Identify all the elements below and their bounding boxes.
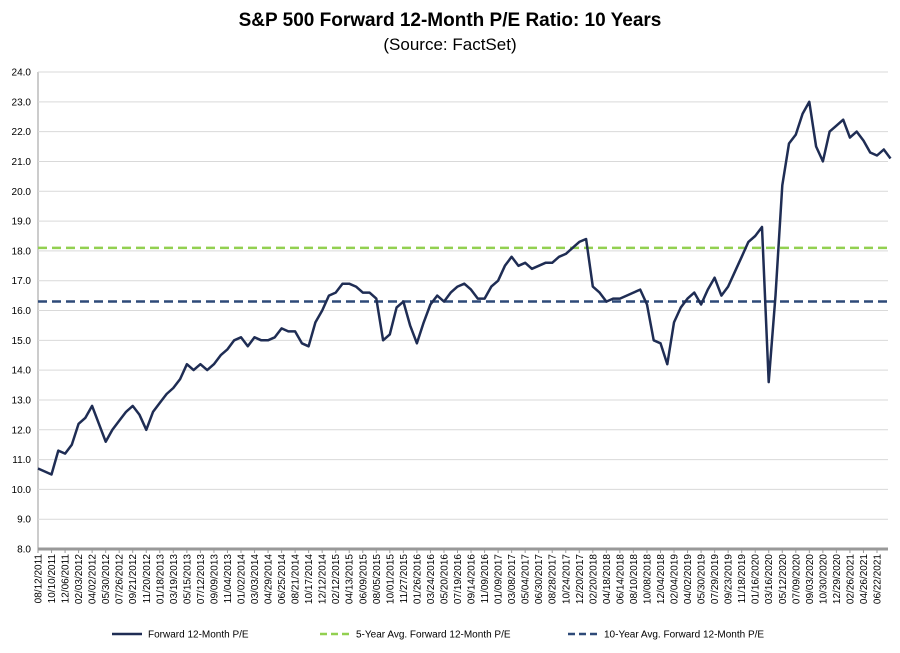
legend-label: 10-Year Avg. Forward 12-Month P/E (604, 630, 764, 641)
x-tick-label: 01/26/2016 (412, 554, 423, 604)
x-tick-label: 11/09/2016 (480, 554, 491, 604)
x-tick-label: 06/09/2015 (358, 554, 369, 604)
x-tick-label: 05/30/2019 (697, 554, 708, 604)
x-tick-label: 06/22/2021 (873, 554, 884, 604)
x-tick-label: 10/30/2020 (818, 554, 829, 604)
x-tick-label: 06/30/2017 (534, 554, 545, 604)
x-tick-label: 10/01/2015 (385, 554, 396, 604)
x-tick-label: 08/12/2011 (34, 554, 45, 604)
x-tick-label: 01/09/2017 (494, 554, 505, 604)
y-tick-label: 13.0 (12, 395, 32, 406)
y-tick-label: 9.0 (17, 515, 31, 526)
x-tick-label: 12/12/2014 (318, 554, 329, 604)
x-tick-label: 05/20/2016 (439, 554, 450, 604)
x-tick-label: 11/20/2012 (142, 554, 153, 604)
x-tick-label: 05/30/2012 (101, 554, 112, 604)
x-tick-label: 08/05/2015 (372, 554, 383, 604)
x-tick-label: 05/04/2017 (521, 554, 532, 604)
x-tick-label: 04/18/2018 (602, 554, 613, 604)
x-tick-label: 07/19/2016 (453, 554, 464, 604)
y-tick-label: 24.0 (12, 68, 32, 79)
x-tick-label: 09/21/2012 (128, 554, 139, 604)
x-tick-label: 04/02/2019 (683, 554, 694, 604)
y-tick-label: 11.0 (12, 455, 31, 466)
x-tick-label: 12/04/2018 (656, 554, 667, 604)
x-tick-label: 12/20/2017 (575, 554, 586, 604)
x-tick-label: 08/28/2017 (548, 554, 559, 604)
y-tick-label: 16.0 (12, 306, 32, 317)
x-tick-label: 05/12/2020 (778, 554, 789, 604)
x-tick-label: 02/12/2015 (331, 554, 342, 604)
x-tick-label: 07/29/2019 (710, 554, 721, 604)
x-tick-label: 03/19/2013 (169, 554, 180, 604)
x-tick-label: 10/10/2011 (47, 554, 58, 604)
legend-label: Forward 12-Month P/E (148, 630, 249, 641)
y-tick-label: 23.0 (12, 97, 32, 108)
x-tick-label: 03/24/2016 (426, 554, 437, 604)
x-tick-label: 07/12/2013 (196, 554, 207, 604)
x-tick-label: 01/18/2013 (155, 554, 166, 604)
x-tick-label: 10/24/2017 (561, 554, 572, 604)
x-tick-label: 10/08/2018 (642, 554, 653, 604)
x-tick-label: 05/15/2013 (182, 554, 193, 604)
x-tick-label: 11/27/2015 (399, 554, 410, 604)
x-tick-label: 09/14/2016 (467, 554, 478, 604)
legend-label: 5-Year Avg. Forward 12-Month P/E (356, 630, 511, 641)
y-tick-label: 19.0 (12, 217, 32, 228)
x-tick-label: 04/02/2012 (88, 554, 99, 604)
x-tick-label: 03/08/2017 (507, 554, 518, 604)
x-tick-label: 07/26/2012 (115, 554, 126, 604)
y-tick-label: 14.0 (12, 366, 32, 377)
x-tick-label: 09/03/2020 (805, 554, 816, 604)
x-tick-label: 08/21/2014 (291, 554, 302, 604)
y-tick-label: 10.0 (12, 485, 32, 496)
y-tick-label: 15.0 (12, 336, 32, 347)
y-tick-label: 12.0 (12, 425, 32, 436)
x-tick-label: 02/26/2021 (845, 554, 856, 604)
x-tick-label: 06/14/2018 (615, 554, 626, 604)
x-tick-label: 09/09/2013 (209, 554, 220, 604)
x-tick-label: 03/03/2014 (250, 554, 261, 604)
x-tick-label: 07/09/2020 (791, 554, 802, 604)
y-tick-label: 22.0 (12, 127, 32, 138)
y-tick-label: 21.0 (12, 157, 32, 168)
y-tick-label: 18.0 (12, 246, 32, 257)
y-tick-label: 17.0 (12, 276, 32, 287)
y-tick-label: 20.0 (12, 187, 32, 198)
x-tick-label: 01/16/2020 (751, 554, 762, 604)
x-tick-label: 02/04/2019 (670, 554, 681, 604)
x-tick-label: 02/20/2018 (588, 554, 599, 604)
x-tick-label: 12/29/2020 (832, 554, 843, 604)
data-line (37, 100, 892, 476)
x-tick-label: 06/25/2014 (277, 554, 288, 604)
x-tick-label: 02/03/2012 (74, 554, 85, 604)
x-tick-label: 04/26/2021 (859, 554, 870, 604)
x-tick-label: 11/04/2013 (223, 554, 234, 604)
chart-subtitle: (Source: FactSet) (383, 35, 516, 54)
y-tick-label: 8.0 (17, 545, 31, 556)
x-tick-label: 04/29/2014 (264, 554, 275, 604)
x-tick-label: 01/02/2014 (236, 554, 247, 604)
x-tick-label: 12/06/2011 (61, 554, 72, 604)
x-tick-label: 04/13/2015 (345, 554, 356, 604)
x-tick-label: 08/10/2018 (629, 554, 640, 604)
x-tick-label: 10/17/2014 (304, 554, 315, 604)
x-tick-label: 09/23/2019 (724, 554, 735, 604)
x-tick-label: 11/18/2019 (737, 554, 748, 604)
x-tick-label: 03/16/2020 (764, 554, 775, 604)
chart-title: S&P 500 Forward 12-Month P/E Ratio: 10 Y… (239, 10, 662, 31)
